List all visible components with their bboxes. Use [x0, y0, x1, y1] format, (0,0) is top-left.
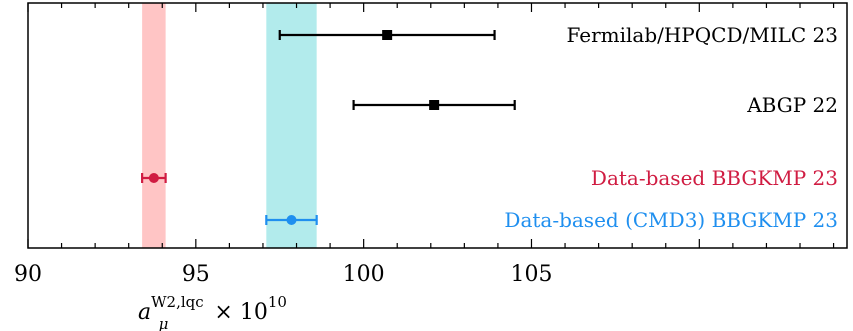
- data-point: [429, 100, 440, 110]
- uncertainty-band-0: [142, 3, 166, 248]
- data-point: [286, 215, 297, 225]
- uncertainty-band-1: [266, 3, 317, 248]
- entry-1: ABGP 22: [352, 93, 838, 117]
- entry-2: Data-based BBGKMP 23: [141, 166, 838, 190]
- entry-label: Data-based BBGKMP 23: [591, 166, 838, 190]
- entry-0: Fermilab/HPQCD/MILC 23: [278, 23, 838, 47]
- entry-label: ABGP 22: [746, 93, 838, 117]
- plot-frame: [27, 2, 848, 249]
- data-point: [382, 30, 393, 40]
- x-tick-label-0: 90: [14, 262, 42, 287]
- data-point: [148, 173, 159, 183]
- x-tick-label-1: 95: [182, 262, 210, 287]
- x-axis-ticks: 90 95 100 105: [14, 3, 835, 287]
- entry-label: Data-based (CMD3) BBGKMP 23: [504, 208, 838, 232]
- entries-layer: Fermilab/HPQCD/MILC 23 ABGP 22 Data-based …: [141, 23, 838, 232]
- x-tick-label-3: 105: [510, 262, 552, 287]
- x-tick-label-2: 100: [343, 262, 385, 287]
- entry-3: Data-based (CMD3) BBGKMP 23: [265, 208, 838, 232]
- bands-layer: [142, 3, 317, 248]
- x-axis-label-text: aW2,lqc μ × 1010: [138, 293, 287, 331]
- x-axis-label: aW2,lqc μ × 1010: [138, 293, 287, 331]
- entry-label: Fermilab/HPQCD/MILC 23: [566, 23, 838, 47]
